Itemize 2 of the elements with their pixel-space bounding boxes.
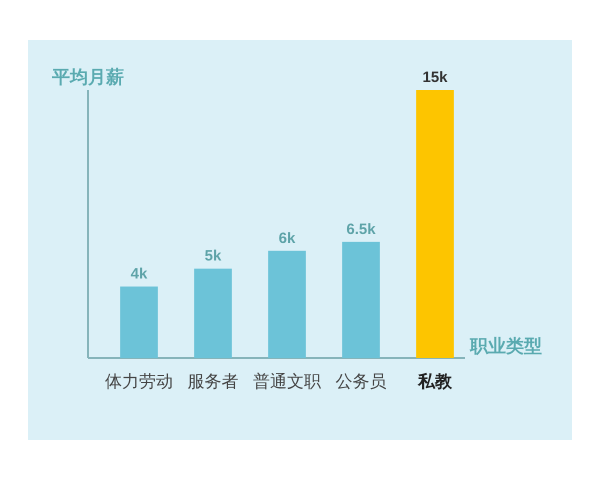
ylabel: 平均月薪	[52, 67, 124, 87]
xlabel: 职业类型	[470, 336, 542, 356]
